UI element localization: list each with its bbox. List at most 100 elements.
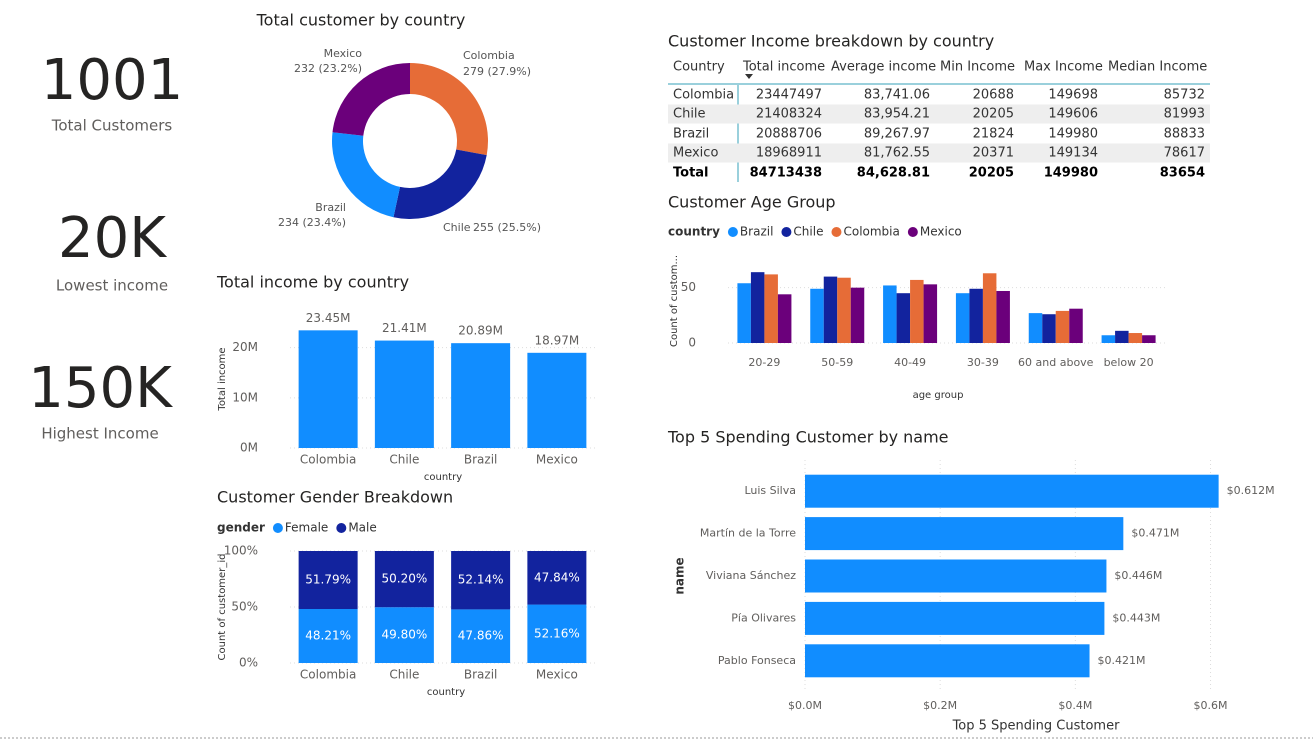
y-tick-label: Viviana Sánchez (706, 569, 796, 582)
y-axis-label: Total income (217, 347, 228, 411)
table-cell: Mexico (673, 146, 718, 161)
x-tick-label: Brazil (464, 453, 498, 467)
row-band (668, 104, 1210, 124)
bar-value-label: 18.97M (535, 333, 580, 347)
x-tick-label: 30-39 (967, 356, 999, 369)
x-tick-label: Chile (389, 453, 419, 467)
row-band (668, 143, 1210, 163)
chart-title: Total income by country (216, 273, 409, 292)
table-total: Total (673, 166, 709, 181)
y-axis-label: Count of customer_id (217, 554, 228, 661)
kpi-value: 20K (58, 206, 167, 271)
slice-value-label: 279 (27.9%) (463, 65, 531, 78)
bar-segment (527, 604, 587, 663)
legend-label: Chile (793, 225, 823, 239)
pie-slice (410, 63, 489, 156)
x-tick-label: $0.0M (788, 699, 822, 712)
table-cell: 23447497 (756, 88, 822, 103)
bar (910, 279, 924, 343)
table-header: Median Income (1108, 60, 1207, 75)
bar (777, 294, 792, 343)
bar (823, 276, 838, 343)
bar (764, 274, 778, 343)
x-axis-label: country (424, 472, 462, 483)
bar (1028, 313, 1043, 343)
segment-label: 49.80% (381, 628, 427, 642)
y-tick-label: 0M (240, 441, 258, 455)
table-cell: Chile (673, 107, 706, 122)
bar-segment (451, 551, 511, 610)
legend-label: Mexico (920, 225, 962, 239)
x-tick-label: 20-29 (748, 356, 780, 369)
table-cell: 18968911 (756, 146, 822, 161)
legend-swatch (727, 227, 738, 237)
x-tick-label: Colombia (300, 453, 356, 467)
bar (451, 343, 511, 448)
bar (805, 644, 1090, 678)
bar (737, 283, 751, 343)
kpi-label: Highest Income (41, 425, 158, 443)
slice-label: Chile (443, 221, 471, 234)
table-cell: 20371 (973, 146, 1014, 161)
bar-value-label: 20.89M (458, 324, 503, 338)
segment-label: 52.16% (534, 626, 580, 640)
chart-title: Customer Gender Breakdown (217, 488, 453, 507)
y-tick-label: 10M (232, 390, 258, 404)
bar (1115, 330, 1129, 343)
segment-label: 47.84% (534, 570, 580, 584)
bar (527, 352, 587, 448)
x-tick-label: 50-59 (821, 356, 853, 369)
table-cell: 21824 (973, 127, 1014, 142)
legend-swatch (272, 523, 283, 533)
table-cell: 85732 (1164, 88, 1205, 103)
bar-segment (374, 551, 434, 608)
bar-segment (451, 609, 511, 663)
pie-slice (332, 132, 401, 218)
table-cell: 20205 (973, 107, 1014, 122)
chart-title: Total customer by country (256, 11, 466, 30)
slice-label: Brazil (315, 201, 346, 214)
bar-value-label: $0.446M (1114, 569, 1162, 582)
bar-segment (527, 551, 587, 605)
table-cell: 78617 (1164, 146, 1205, 161)
bar (810, 288, 824, 343)
bar-value-label: 21.41M (382, 321, 427, 335)
bar (805, 559, 1107, 593)
bar (1142, 335, 1156, 343)
y-tick-label: Pía Olivares (731, 611, 796, 624)
legend-label: Brazil (740, 225, 774, 239)
table-total: 84713438 (750, 166, 822, 181)
bar-value-label: $0.443M (1112, 611, 1160, 624)
x-tick-label: Colombia (300, 668, 356, 682)
bar (896, 293, 911, 343)
bar (298, 330, 358, 448)
x-axis-label: Top 5 Spending Customer (952, 719, 1121, 734)
y-tick-label: 50% (231, 600, 258, 614)
bar (1128, 333, 1143, 343)
slice-value-label: 255 (25.5%) (473, 221, 541, 234)
legend-label: Female (285, 521, 328, 535)
segment-label: 52.14% (458, 573, 504, 587)
legend-swatch (831, 227, 842, 237)
slice-value-label: 234 (23.4%) (278, 216, 346, 229)
y-tick-label: Martín de la Torre (700, 527, 796, 540)
y-tick-label: 20M (232, 340, 258, 354)
x-axis-label: country (427, 687, 465, 698)
table-header: Average income (831, 60, 936, 75)
legend-label: Male (348, 521, 376, 535)
bar (805, 601, 1105, 635)
slice-label: Colombia (463, 49, 515, 62)
x-axis-label: age group (913, 390, 964, 401)
table-total: 149980 (1044, 166, 1098, 181)
bar (1055, 310, 1070, 343)
bar-value-label: 23.45M (306, 311, 351, 325)
table-cell: 149606 (1048, 107, 1098, 122)
table-cell: 149134 (1048, 146, 1098, 161)
table-total: 83654 (1160, 166, 1205, 181)
x-tick-label: Brazil (464, 668, 498, 682)
table-header: Country (673, 60, 725, 75)
slice-value-label: 232 (23.2%) (294, 62, 362, 75)
y-tick-label: 0 (688, 336, 696, 350)
table-title: Customer Income breakdown by country (668, 32, 994, 51)
segment-label: 51.79% (305, 573, 351, 587)
